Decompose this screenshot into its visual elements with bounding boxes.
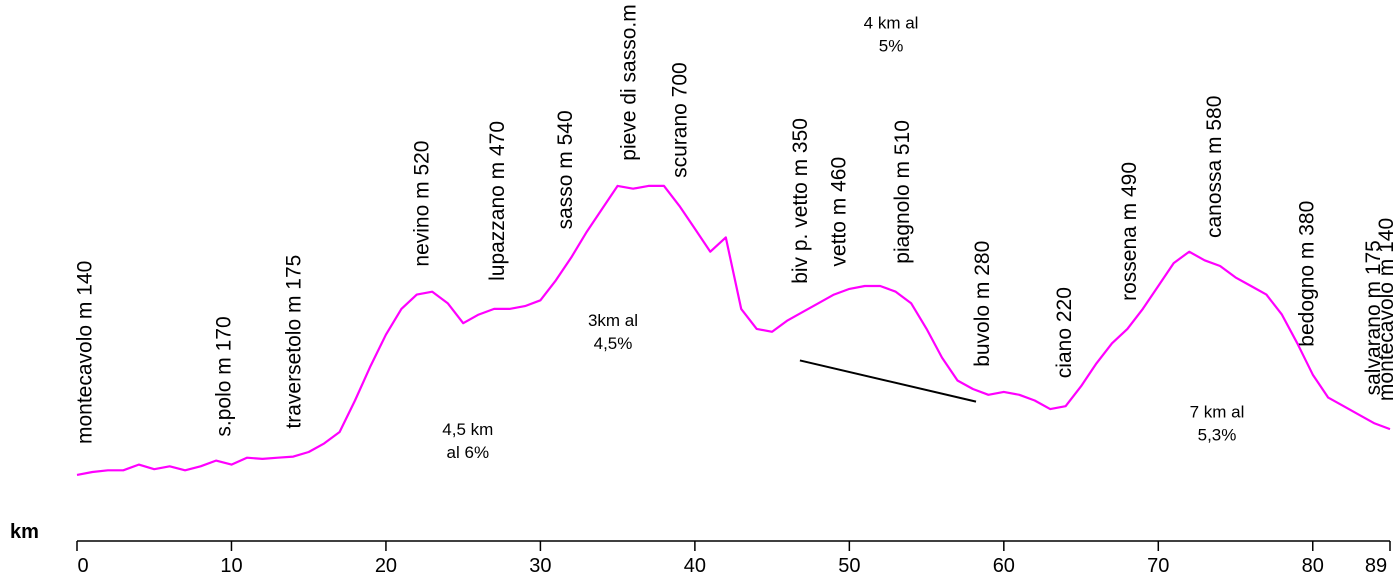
- location-label: montecavolo m 140: [1375, 218, 1394, 401]
- location-label: buvolo m 280: [971, 241, 994, 367]
- location-label: biv p. vetto m 350: [789, 118, 812, 284]
- location-label: s.polo m 170: [213, 316, 236, 436]
- location-label: lupazzano m 470: [486, 121, 509, 281]
- location-label: rossena m 490: [1118, 162, 1141, 301]
- location-label: sasso m 540: [554, 110, 577, 229]
- x-tick-label: 10: [220, 555, 242, 576]
- location-label: montecavolo m 140: [74, 261, 97, 444]
- x-tick-label: 80: [1302, 555, 1324, 576]
- gradient-annotation: 7 km al 5,3%: [1190, 403, 1245, 445]
- location-labels: montecavolo m 140 s.polo m 170 traversetol…: [74, 0, 1394, 444]
- location-label: pieve di sasso.m 750: [618, 0, 641, 161]
- location-label: canossa m 580: [1203, 96, 1226, 238]
- x-axis-label: km: [10, 521, 39, 543]
- x-tick-label: 30: [529, 555, 551, 576]
- location-label: scurano 700: [668, 62, 691, 178]
- location-label: traversetolo m 175: [282, 255, 305, 429]
- x-tick-label: 20: [375, 555, 397, 576]
- x-tick-label: 60: [993, 555, 1015, 576]
- location-label: salvarano m 175: [1362, 240, 1385, 395]
- x-tick-label: 50: [838, 555, 860, 576]
- gradient-annotations: 4,5 km al 6% 3km al 4,5% 4 km al 5% 7 km al 5,3…: [442, 13, 1244, 461]
- gradient-annotation: 4 km al 5%: [864, 13, 919, 55]
- gradient-annotation: 3km al 4,5%: [588, 311, 638, 353]
- x-tick-label: 70: [1147, 555, 1169, 576]
- x-axis-ticks: 0 10 20 30 40 50 60 70 80 89: [76, 541, 1391, 576]
- elevation-profile-line: [76, 184, 1391, 476]
- location-label: ciano 220: [1053, 287, 1076, 378]
- location-label: bedogno m 380: [1296, 201, 1319, 347]
- gradient-annotation: 4,5 km al 6%: [442, 420, 493, 462]
- x-tick-label: 89: [1365, 555, 1387, 576]
- x-tick-label: 40: [684, 555, 706, 576]
- location-label: vetto m 460: [828, 157, 851, 267]
- location-label: piagnolo m 510: [891, 120, 914, 264]
- location-label: nevino m 520: [411, 141, 434, 267]
- x-tick-label: 0: [77, 555, 88, 576]
- gradient-segment-line: [799, 359, 977, 403]
